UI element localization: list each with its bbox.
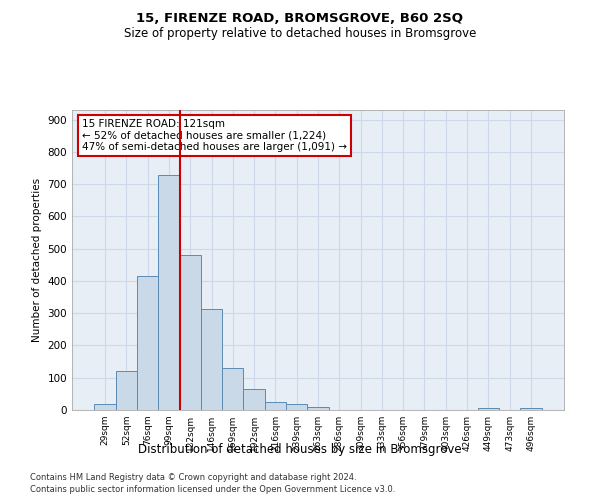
Bar xyxy=(244,389,265,410)
Text: Size of property relative to detached houses in Bromsgrove: Size of property relative to detached ho… xyxy=(124,28,476,40)
Bar xyxy=(116,372,137,410)
Bar xyxy=(478,408,499,410)
Text: 15 FIRENZE ROAD: 121sqm
← 52% of detached houses are smaller (1,224)
47% of semi: 15 FIRENZE ROAD: 121sqm ← 52% of detache… xyxy=(82,119,347,152)
Text: Contains public sector information licensed under the Open Government Licence v3: Contains public sector information licen… xyxy=(30,485,395,494)
Bar xyxy=(307,407,329,410)
Y-axis label: Number of detached properties: Number of detached properties xyxy=(32,178,42,342)
Bar xyxy=(201,309,222,410)
Text: Contains HM Land Registry data © Crown copyright and database right 2024.: Contains HM Land Registry data © Crown c… xyxy=(30,472,356,482)
Bar xyxy=(94,404,116,410)
Bar xyxy=(222,368,244,410)
Bar xyxy=(179,255,201,410)
Bar xyxy=(137,276,158,410)
Bar xyxy=(265,402,286,410)
Bar xyxy=(158,174,179,410)
Bar xyxy=(286,404,307,410)
Text: Distribution of detached houses by size in Bromsgrove: Distribution of detached houses by size … xyxy=(138,442,462,456)
Bar xyxy=(520,408,542,410)
Text: 15, FIRENZE ROAD, BROMSGROVE, B60 2SQ: 15, FIRENZE ROAD, BROMSGROVE, B60 2SQ xyxy=(137,12,464,26)
